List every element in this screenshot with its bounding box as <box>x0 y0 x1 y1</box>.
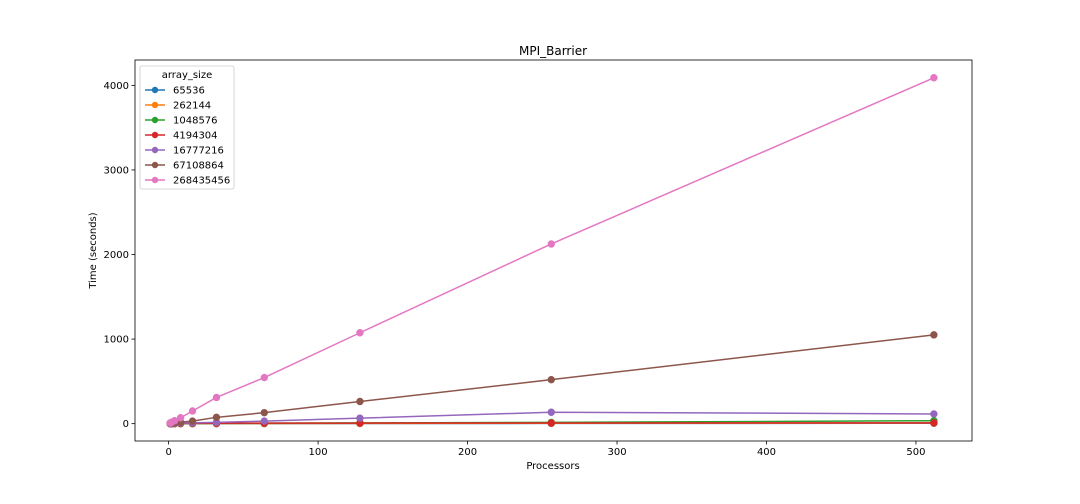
data-point <box>212 413 221 422</box>
series-268435456 <box>166 74 938 427</box>
y-tick-label: 0 <box>123 419 129 430</box>
legend-item: 1048576 <box>145 116 218 127</box>
y-tick-label: 2000 <box>104 250 129 261</box>
data-point <box>930 331 938 339</box>
axes-spines <box>134 59 973 442</box>
legend-label: 67108864 <box>173 161 224 172</box>
legend-item: 4194304 <box>145 131 218 142</box>
data-point <box>930 419 938 427</box>
data-point <box>547 240 555 248</box>
legend-label: 268435456 <box>173 176 230 187</box>
legend-item: 268435456 <box>145 176 230 187</box>
chart-title: MPI_Barrier <box>519 44 587 58</box>
data-point <box>356 329 364 337</box>
data-point <box>547 408 555 416</box>
legend-label: 16777216 <box>173 146 224 157</box>
data-point <box>356 414 364 422</box>
legend-label: 4194304 <box>173 131 218 142</box>
legend: array_size 65536 262144 1048576 4194304 16777… <box>139 65 235 190</box>
axes-frame <box>134 59 973 442</box>
data-point <box>547 419 555 427</box>
y-tick-label: 4000 <box>104 81 129 92</box>
data-point <box>170 417 179 425</box>
x-axis-label: Processors <box>526 461 579 472</box>
legend-title: array_size <box>162 70 213 81</box>
data-point <box>188 417 197 425</box>
plot-background <box>135 60 972 441</box>
data-point <box>260 417 268 425</box>
ticks-layer: 0 100 200 300 400 500 0 1000 2000 3000 4000 <box>104 81 926 458</box>
legend-swatch-marker <box>151 176 159 184</box>
series-layer <box>166 74 938 428</box>
legend-swatch-marker <box>151 146 159 154</box>
legend-swatch-marker <box>151 101 159 109</box>
x-tick-label: 0 <box>165 447 171 458</box>
data-point <box>260 373 268 382</box>
y-axis-label: Time (seconds) <box>88 212 99 289</box>
data-point <box>212 393 221 402</box>
data-point <box>547 375 555 384</box>
legend-swatch-marker <box>151 86 159 94</box>
x-tick-label: 400 <box>757 447 776 458</box>
y-tick-label: 1000 <box>104 335 129 346</box>
legend-item: 67108864 <box>145 161 224 172</box>
legend-swatch-marker <box>151 116 159 124</box>
x-tick-label: 300 <box>607 447 626 458</box>
legend-item: 65536 <box>145 86 205 97</box>
legend-label: 65536 <box>173 86 205 97</box>
legend-swatch-marker <box>151 161 159 169</box>
data-point <box>260 408 268 417</box>
y-tick-label: 3000 <box>104 165 129 176</box>
data-point <box>930 74 938 82</box>
plot-area <box>135 60 972 441</box>
legend-label: 262144 <box>173 101 211 112</box>
legend-label: 1048576 <box>173 116 218 127</box>
legend-swatch-marker <box>151 131 159 139</box>
data-point <box>930 410 938 418</box>
legend-item: 16777216 <box>145 146 224 157</box>
legend-box <box>139 65 235 190</box>
x-tick-label: 200 <box>458 447 477 458</box>
x-tick-label: 500 <box>906 447 925 458</box>
data-point <box>188 407 197 415</box>
x-tick-label: 100 <box>309 447 328 458</box>
data-point <box>176 414 185 422</box>
data-point <box>356 397 364 406</box>
legend-item: 262144 <box>145 101 211 112</box>
